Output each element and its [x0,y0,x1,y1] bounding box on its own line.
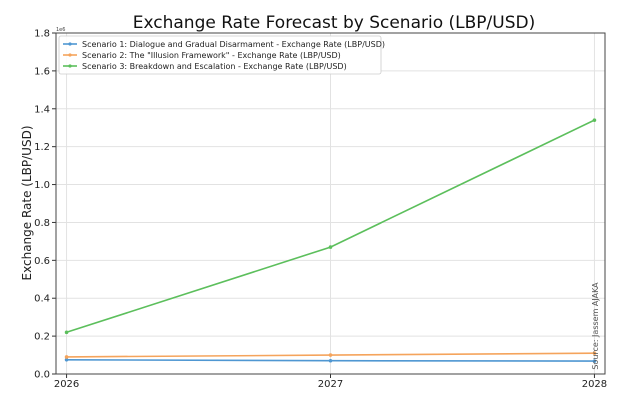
y-tick-label: 0.6 [34,256,50,267]
y-tick-label: 0.0 [34,370,50,381]
y-tick-label: 0.2 [34,332,50,343]
legend-label-scenario-2: Scenario 2: The "Illusion Framework" - E… [82,51,341,60]
y-tick-label: 1.2 [34,142,50,153]
legend-marker-scenario-1 [68,42,72,46]
plot-area: 0.0 0.2 0.4 0.6 0.8 1.0 1.2 1.4 1.6 1.8 2026 2027 20… [34,29,607,391]
data-point-scenario-3 [328,245,333,249]
plot-frame [55,32,606,375]
data-point-scenario-1 [592,359,597,363]
data-point-scenario-2 [328,353,333,357]
y-tick-label: 1.0 [34,180,50,191]
legend-marker-scenario-3 [68,64,72,68]
y-tick-label: 0.8 [34,218,50,229]
data-point-scenario-1 [328,358,333,363]
legend-label-scenario-1: Scenario 1: Dialogue and Gradual Disarma… [82,40,385,49]
data-point-scenario-1 [64,357,69,362]
data-point-scenario-3 [64,330,69,335]
y-tick-label: 1.6 [34,66,50,77]
legend-marker-scenario-2 [68,53,72,57]
x-tick-label: 2028 [582,379,607,390]
y-tick-label: 1.8 [34,29,50,40]
data-point-scenario-3 [592,118,597,122]
legend-box [58,35,382,75]
y-tick-label: 1.4 [34,104,50,115]
data-point-scenario-2 [64,355,69,359]
y-tick-label: 0.4 [34,294,50,305]
data-point-scenario-2 [592,351,597,355]
chart-title: Exchange Rate Forecast by Scenario (LBP/… [133,13,535,33]
legend-label-scenario-3: Scenario 3: Breakdown and Escalation - E… [82,62,347,71]
source-note: Source: Jassem AJAKA [591,282,600,370]
x-tick-label: 2026 [54,379,79,390]
y-offset-label: 1e6 [56,27,65,33]
y-axis-label: Exchange Rate (LBP/USD) [20,126,34,281]
x-tick-label: 2027 [318,379,343,390]
